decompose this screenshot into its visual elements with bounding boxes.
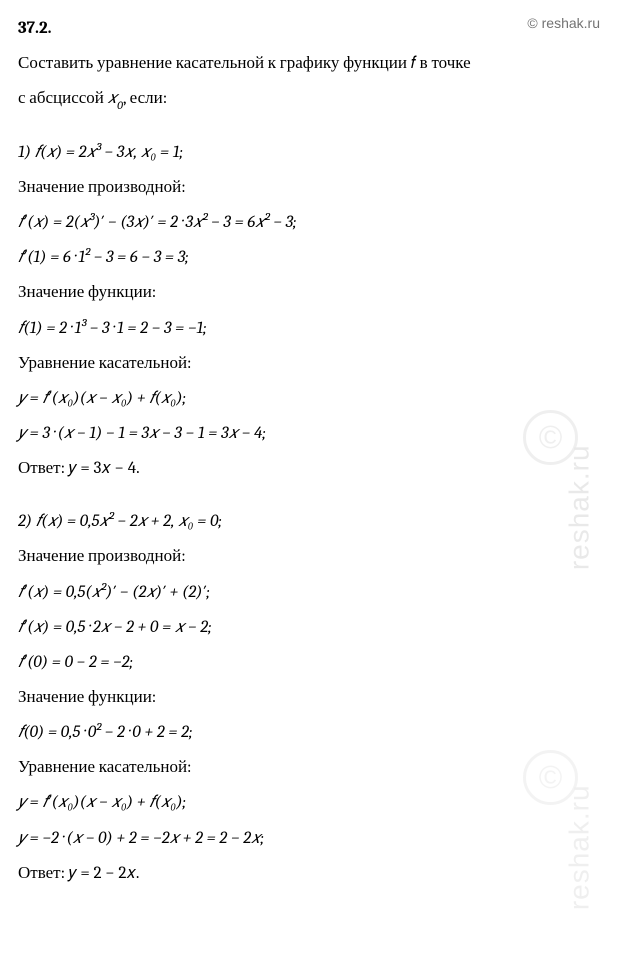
part1-answer: Ответ: 𝑦 = 3𝑥 − 4. <box>18 452 600 485</box>
site-attribution: © reshak.ru <box>527 10 600 37</box>
problem-header: 37.2. <box>18 12 600 45</box>
intro-sub: 0 <box>117 98 123 112</box>
intro-line-1: Составить уравнение касательной к график… <box>18 47 600 80</box>
intro-var: 𝑥 <box>108 89 117 108</box>
part2-tangent1: 𝑦 = 𝑓′(𝑥₀)(𝑥 − 𝑥₀) + 𝑓(𝑥₀); <box>18 786 600 819</box>
part2-answer: Ответ: 𝑦 = 2 − 2𝑥. <box>18 857 600 890</box>
part1-deriv1: 𝑓′(𝑥) = 2(𝑥³)′ − (3𝑥)′ = 2 · 3𝑥² − 3 = 6… <box>18 206 600 239</box>
watermark-2: © reshak.ru <box>493 720 613 920</box>
part1-tangent2: 𝑦 = 3 · (𝑥 − 1) − 1 = 3𝑥 − 3 − 1 = 3𝑥 − … <box>18 417 600 450</box>
part1-deriv-label: Значение производной: <box>18 171 600 204</box>
intro-prefix: с абсциссой <box>18 89 108 108</box>
copyright-symbol: © <box>527 15 537 31</box>
part2-deriv2: 𝑓′(𝑥) = 0,5 · 2𝑥 − 2 + 0 = 𝑥 − 2; <box>18 611 600 644</box>
intro-line-2: с абсциссой 𝑥0, если: <box>18 82 600 116</box>
part1-func-label: Значение функции: <box>18 276 600 309</box>
intro-suffix: , если: <box>123 89 167 108</box>
site-link-text: reshak.ru <box>542 15 600 31</box>
part2-tangent2: 𝑦 = −2 · (𝑥 − 0) + 2 = −2𝑥 + 2 = 2 − 2𝑥; <box>18 822 600 855</box>
part1-deriv2: 𝑓′(1) = 6 · 1² − 3 = 6 − 3 = 3; <box>18 241 600 274</box>
part2-given: 2) 𝑓(𝑥) = 0,5𝑥² − 2𝑥 + 2, 𝑥₀ = 0; <box>18 505 600 538</box>
part1-func1: 𝑓(1) = 2 · 1³ − 3 · 1 = 2 − 3 = −1; <box>18 312 600 345</box>
problem-number: 37.2. <box>18 19 51 38</box>
part2-deriv3: 𝑓′(0) = 0 − 2 = −2; <box>18 646 600 679</box>
part1-given: 1) 𝑓(𝑥) = 2𝑥³ − 3𝑥, 𝑥₀ = 1; <box>18 136 600 169</box>
part2-tangent-label: Уравнение касательной: <box>18 751 600 784</box>
part1-tangent-label: Уравнение касательной: <box>18 347 600 380</box>
part1-tangent1: 𝑦 = 𝑓′(𝑥₀)(𝑥 − 𝑥₀) + 𝑓(𝑥₀); <box>18 382 600 415</box>
part2-func-label: Значение функции: <box>18 681 600 714</box>
part2-func1: 𝑓(0) = 0,5 · 0² − 2 · 0 + 2 = 2; <box>18 716 600 749</box>
part2-deriv-label: Значение производной: <box>18 540 600 573</box>
part2-deriv1: 𝑓′(𝑥) = 0,5(𝑥²)′ − (2𝑥)′ + (2)′; <box>18 576 600 609</box>
